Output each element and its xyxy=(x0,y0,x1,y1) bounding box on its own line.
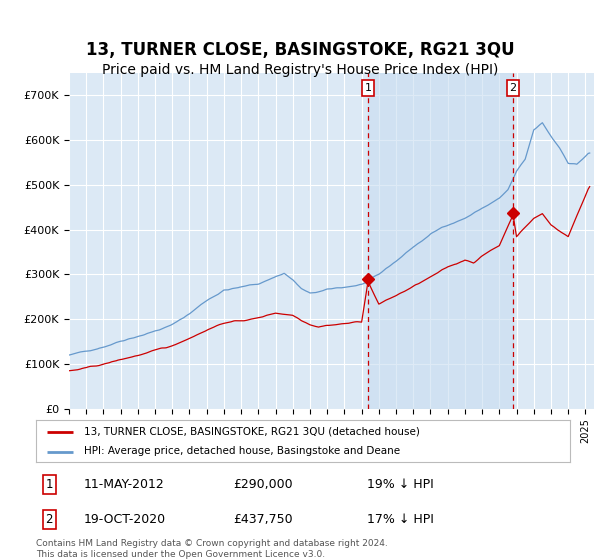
Text: Price paid vs. HM Land Registry's House Price Index (HPI): Price paid vs. HM Land Registry's House … xyxy=(102,63,498,77)
Text: £437,750: £437,750 xyxy=(233,513,293,526)
Text: 13, TURNER CLOSE, BASINGSTOKE, RG21 3QU: 13, TURNER CLOSE, BASINGSTOKE, RG21 3QU xyxy=(86,41,514,59)
Text: £290,000: £290,000 xyxy=(233,478,293,491)
Text: Contains HM Land Registry data © Crown copyright and database right 2024.
This d: Contains HM Land Registry data © Crown c… xyxy=(36,539,388,559)
Text: 19% ↓ HPI: 19% ↓ HPI xyxy=(367,478,434,491)
Text: 2: 2 xyxy=(46,513,53,526)
Bar xyxy=(368,73,513,409)
Text: 1: 1 xyxy=(364,83,371,93)
Text: 1: 1 xyxy=(46,478,53,491)
Text: 17% ↓ HPI: 17% ↓ HPI xyxy=(367,513,434,526)
Text: HPI: Average price, detached house, Basingstoke and Deane: HPI: Average price, detached house, Basi… xyxy=(84,446,400,456)
Text: 11-MAY-2012: 11-MAY-2012 xyxy=(84,478,165,491)
Text: 13, TURNER CLOSE, BASINGSTOKE, RG21 3QU (detached house): 13, TURNER CLOSE, BASINGSTOKE, RG21 3QU … xyxy=(84,427,420,437)
Text: 19-OCT-2020: 19-OCT-2020 xyxy=(84,513,166,526)
Text: 2: 2 xyxy=(509,83,517,93)
